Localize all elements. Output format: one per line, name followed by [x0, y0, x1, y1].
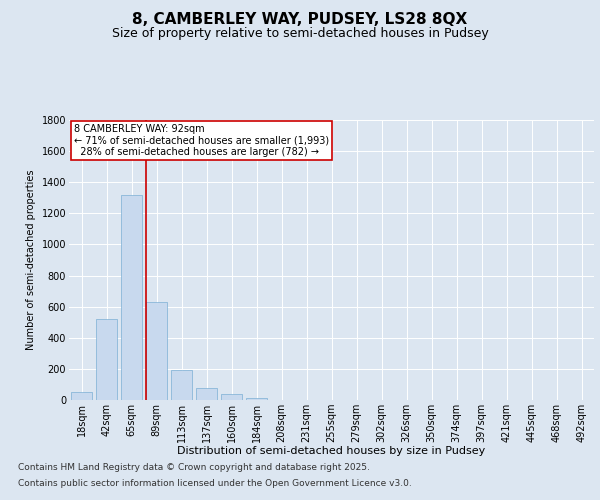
Text: 8 CAMBERLEY WAY: 92sqm
← 71% of semi-detached houses are smaller (1,993)
  28% o: 8 CAMBERLEY WAY: 92sqm ← 71% of semi-det… [74, 124, 329, 158]
Text: Size of property relative to semi-detached houses in Pudsey: Size of property relative to semi-detach… [112, 28, 488, 40]
Bar [96, 319, 117, 400]
Bar [246, 398, 267, 400]
Bar [221, 394, 242, 400]
Y-axis label: Number of semi-detached properties: Number of semi-detached properties [26, 170, 36, 350]
Bar [71, 392, 92, 400]
Bar [171, 370, 192, 400]
Bar [121, 194, 142, 400]
X-axis label: Distribution of semi-detached houses by size in Pudsey: Distribution of semi-detached houses by … [178, 446, 485, 456]
Bar [196, 388, 217, 400]
Text: Contains HM Land Registry data © Crown copyright and database right 2025.: Contains HM Land Registry data © Crown c… [18, 464, 370, 472]
Text: 8, CAMBERLEY WAY, PUDSEY, LS28 8QX: 8, CAMBERLEY WAY, PUDSEY, LS28 8QX [133, 12, 467, 28]
Bar [146, 302, 167, 400]
Text: Contains public sector information licensed under the Open Government Licence v3: Contains public sector information licen… [18, 478, 412, 488]
